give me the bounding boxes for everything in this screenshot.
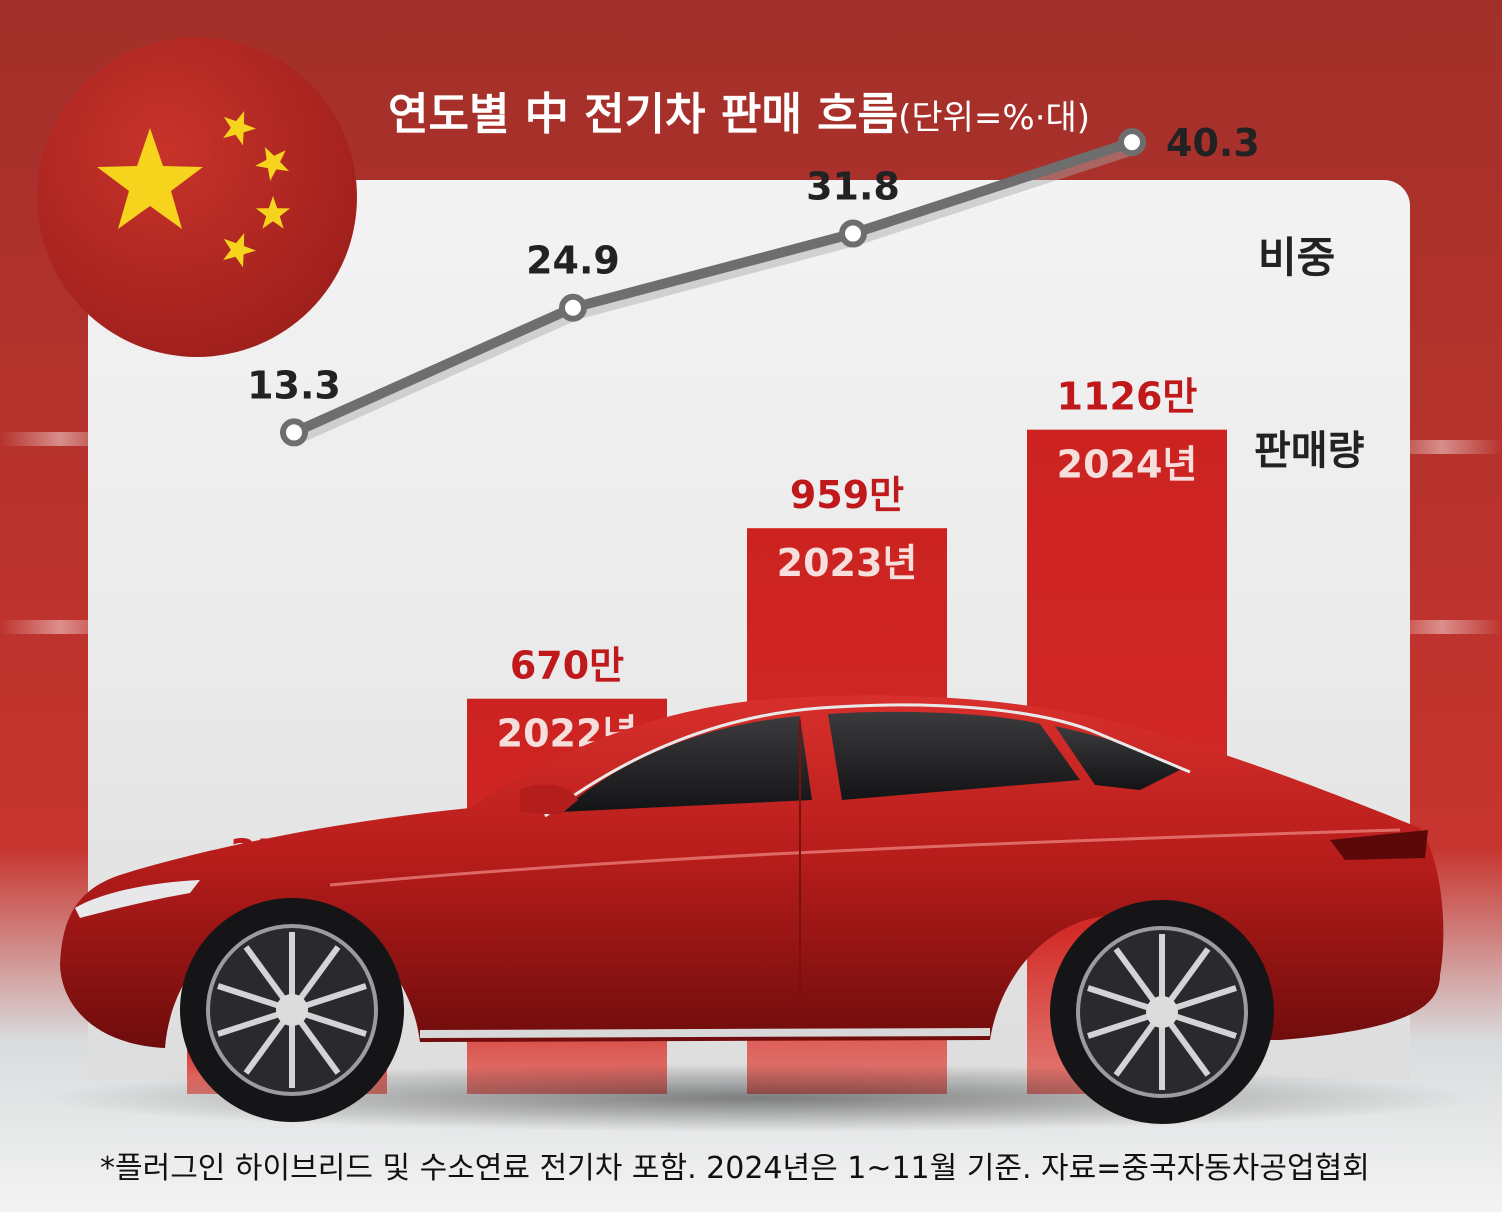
rear-wheel	[1050, 900, 1274, 1124]
share-line-shadow	[294, 140, 1138, 444]
share-value-label: 24.9	[526, 239, 620, 283]
right-light-streak	[1382, 620, 1502, 634]
small-star-icon	[255, 196, 291, 229]
share-value-label: 31.8	[806, 165, 900, 209]
car-headlight	[75, 880, 200, 918]
share-point	[559, 293, 587, 322]
chart-title-unit: (단위=%·대)	[898, 98, 1091, 138]
car-trim	[544, 703, 1191, 818]
car-window	[560, 716, 812, 812]
share-point	[839, 219, 867, 248]
bar-value-label: 959만	[790, 473, 904, 517]
share-point	[1118, 128, 1146, 157]
right-light-streak	[1382, 440, 1502, 454]
front-wheel	[180, 898, 404, 1122]
small-star-icon	[255, 146, 290, 181]
share-value-label: 13.3	[247, 363, 341, 407]
small-star-icon	[223, 111, 256, 146]
share-line	[291, 137, 1134, 437]
big-star-icon	[97, 128, 203, 229]
car-mirror	[520, 784, 578, 815]
china-flag-icon	[37, 37, 357, 357]
car-side-crease	[329, 828, 1401, 887]
share-value-label: 40.3	[1166, 121, 1260, 165]
bar-value-label: 670만	[510, 644, 624, 688]
car-taillight	[1330, 830, 1428, 860]
source-footnote: *플러그인 하이브리드 및 수소연료 전기차 포함. 2024년은 1~11월 …	[100, 1151, 1370, 1186]
legend-bar-label: 판매량	[1254, 428, 1365, 474]
bar-value-label: 1126만	[1057, 375, 1198, 419]
chart-title: 연도별 中 전기차 판매 흐름(단위=%·대)	[388, 78, 1090, 142]
car-sill	[420, 1028, 990, 1038]
share-point	[280, 418, 308, 447]
car-window	[828, 711, 1080, 800]
car-rear-window	[1055, 726, 1180, 790]
chart-title-text: 연도별 中 전기차 판매 흐름	[388, 89, 899, 140]
bar-category-label: 2024년	[1057, 443, 1198, 487]
small-star-icon	[223, 233, 256, 268]
legend-line-label: 비중	[1258, 233, 1335, 282]
bar-category-label: 2023년	[777, 541, 918, 585]
